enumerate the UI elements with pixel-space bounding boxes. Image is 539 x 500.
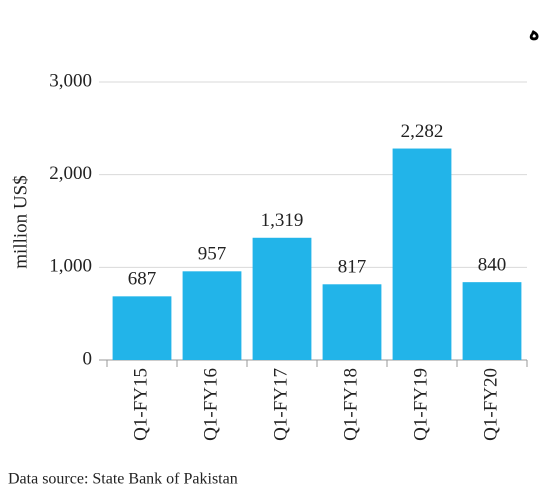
source-note: Data source: State Bank of Pakistan (8, 471, 238, 488)
value-label: 817 (338, 257, 367, 278)
bar (462, 282, 522, 360)
value-label: 2,282 (401, 121, 444, 142)
bar (112, 296, 172, 360)
x-tick-label: Q1-FY17 (270, 368, 291, 441)
value-label: 1,319 (261, 210, 304, 231)
bar (182, 271, 242, 360)
y-tick-label: 0 (83, 348, 93, 369)
value-label: 957 (198, 244, 227, 265)
y-tick-label: 2,000 (49, 163, 92, 184)
y-axis-label: million US$ (10, 175, 31, 268)
value-label: 840 (478, 255, 507, 276)
value-label: 687 (128, 269, 157, 290)
x-tick-label: Q1-FY20 (480, 368, 501, 441)
bar (392, 148, 452, 360)
x-tick-label: Q1-FY18 (340, 368, 361, 441)
bar (252, 237, 312, 360)
y-tick-label: 3,000 (49, 70, 92, 91)
y-tick-label: 1,000 (49, 256, 92, 277)
chart-title: شکل 5.7 : زرمبادلہ واجبات کا خالص اعادہ (528, 21, 539, 45)
x-tick-label: Q1-FY15 (130, 368, 151, 441)
x-tick-label: Q1-FY16 (200, 368, 221, 441)
x-tick-label: Q1-FY19 (410, 368, 431, 441)
bar (322, 284, 382, 360)
